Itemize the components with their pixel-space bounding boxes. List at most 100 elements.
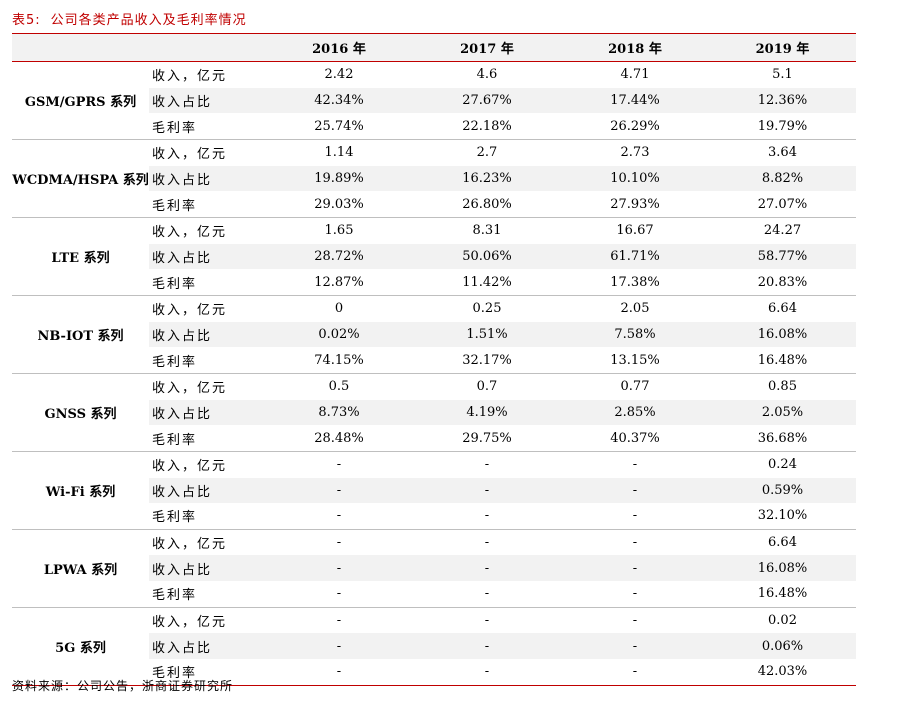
product-series-name: GNSS 系列 (44, 406, 117, 422)
table-row: 毛利率 74.15% 32.17% 13.15% 16.48% (149, 347, 856, 373)
value-cell: 4.6 (476, 67, 498, 83)
value-cell: - (336, 457, 342, 473)
metric-label: 毛利率 (152, 198, 198, 214)
value-cell: 2.42 (324, 67, 354, 83)
header-bottom-rule (12, 61, 856, 62)
table-row: 收入，亿元 0.5 0.7 0.77 0.85 (149, 374, 856, 400)
metric-label: 收入占比 (152, 406, 213, 422)
product-series-name: 5G 系列 (55, 640, 106, 656)
value-cell: - (336, 560, 342, 576)
table-row: 毛利率 - - - 42.03% (149, 659, 856, 685)
value-cell: 16.67 (616, 223, 654, 239)
product-group: GNSS 系列 收入，亿元 0.5 0.7 0.77 0.85 收入占比 8.73% 4.19%… (12, 374, 856, 452)
header-category-cell (12, 34, 149, 61)
value-cell: 61.71% (610, 248, 660, 264)
value-cell: 24.27 (763, 223, 802, 239)
value-cell: 27.93% (610, 196, 660, 212)
value-cell: 0.59% (761, 482, 804, 498)
table-row: 收入占比 0.02% 1.51% 7.58% 16.08% (149, 321, 856, 348)
value-cell: - (336, 586, 342, 602)
table-bottom-rule (12, 684, 856, 686)
metric-label: 收入，亿元 (152, 381, 228, 397)
table-row: 收入，亿元 1.65 8.31 16.67 24.27 (149, 218, 856, 244)
table-row: 收入，亿元 1.14 2.7 2.73 3.64 (149, 140, 856, 166)
product-series-name: LTE 系列 (51, 250, 110, 266)
value-cell: 6.64 (768, 535, 797, 551)
table-number: 表5: (12, 13, 41, 28)
metric-label: 毛利率 (152, 276, 198, 292)
table-top-rule (12, 33, 856, 34)
table-row: 毛利率 - - - 16.48% (149, 581, 856, 607)
value-cell: 32.10% (757, 508, 808, 524)
metric-label: 收入，亿元 (152, 303, 228, 319)
value-cell: 74.15% (314, 352, 364, 368)
value-cell: 50.06% (462, 248, 512, 264)
product-group: NB-IOT 系列 收入，亿元 0 0.25 2.05 6.64 收入占比 0.02% 1.51… (12, 296, 856, 374)
value-cell: 6.64 (768, 301, 797, 317)
value-cell: - (336, 508, 342, 524)
value-cell: 16.48% (757, 352, 808, 368)
value-cell: 25.74% (314, 118, 364, 134)
value-cell: - (632, 664, 638, 680)
value-cell: 16.23% (462, 170, 512, 186)
value-cell: 26.29% (610, 118, 660, 134)
value-cell: 12.87% (314, 274, 364, 290)
value-cell: 27.67% (462, 92, 512, 108)
value-cell: 0.06% (761, 638, 804, 654)
value-cell: 42.03% (757, 664, 808, 680)
product-series-name: GSM/GPRS 系列 (24, 94, 137, 110)
product-series-name: LPWA 系列 (43, 562, 118, 578)
table-header-row: 2016 年 2017 年 2018 年 2019 年 (12, 34, 856, 61)
value-cell: 19.79% (757, 118, 808, 134)
metric-label: 毛利率 (152, 354, 198, 370)
value-cell: - (632, 638, 638, 654)
value-cell: 42.34% (314, 92, 364, 108)
metric-label: 收入占比 (152, 172, 213, 188)
value-cell: - (484, 535, 490, 551)
product-group: Wi-Fi 系列 收入，亿元 - - - 0.24 收入占比 - - - 0.59% 毛利率 - - - 32… (12, 452, 856, 530)
header-year: 2016 年 (312, 42, 366, 57)
metric-label: 收入，亿元 (152, 615, 228, 631)
value-cell: 29.75% (462, 430, 512, 446)
value-cell: 32.17% (462, 352, 512, 368)
value-cell: 28.72% (314, 248, 364, 264)
metric-label: 收入，亿元 (152, 225, 228, 241)
value-cell: 16.08% (757, 560, 808, 576)
value-cell: 17.38% (610, 274, 660, 290)
value-cell: 8.31 (472, 223, 502, 239)
value-cell: 11.42% (462, 274, 512, 290)
value-cell: 4.71 (620, 67, 650, 83)
value-cell: 27.07% (757, 196, 808, 212)
table-caption: 表5: 公司各类产品收入及毛利率情况 (12, 9, 247, 28)
metric-label: 收入占比 (152, 328, 213, 344)
value-cell: 28.48% (314, 430, 364, 446)
product-group: 5G 系列 收入，亿元 - - - 0.02 收入占比 - - - 0.06% 毛利率 - - - 42.03… (12, 608, 856, 685)
table-row: 收入，亿元 2.42 4.6 4.71 5.1 (149, 62, 856, 88)
table-row: 收入，亿元 - - - 6.64 (149, 530, 856, 556)
product-series-name: NB-IOT 系列 (37, 328, 124, 344)
table-row: 收入占比 - - - 0.06% (149, 633, 856, 660)
product-group: GSM/GPRS 系列 收入，亿元 2.42 4.6 4.71 5.1 收入占比 42.34%… (12, 62, 856, 140)
metric-label: 收入，亿元 (152, 147, 228, 163)
table-row: 收入占比 42.34% 27.67% 17.44% 12.36% (149, 87, 856, 114)
value-cell: 2.73 (620, 145, 650, 161)
value-cell: - (632, 457, 638, 473)
value-cell: 10.10% (610, 170, 660, 186)
value-cell: - (484, 508, 490, 524)
value-cell: 2.05 (620, 301, 650, 317)
value-cell: 13.15% (610, 352, 660, 368)
value-cell: 2.05% (761, 404, 804, 420)
value-cell: 0.02% (318, 326, 360, 342)
table-row: 毛利率 29.03% 26.80% 27.93% 27.07% (149, 191, 856, 217)
value-cell: - (484, 560, 490, 576)
value-cell: 1.65 (324, 223, 354, 239)
value-cell: - (632, 482, 638, 498)
value-cell: 0.85 (768, 379, 797, 395)
value-cell: 36.68% (757, 430, 808, 446)
value-cell: 19.89% (314, 170, 364, 186)
value-cell: - (484, 613, 490, 629)
header-year: 2019 年 (755, 42, 810, 57)
metric-label: 收入，亿元 (152, 537, 228, 553)
source-note: 资料来源：公司公告，浙商证券研究所 (12, 679, 234, 693)
table-row: 收入占比 8.73% 4.19% 2.85% 2.05% (149, 399, 856, 426)
